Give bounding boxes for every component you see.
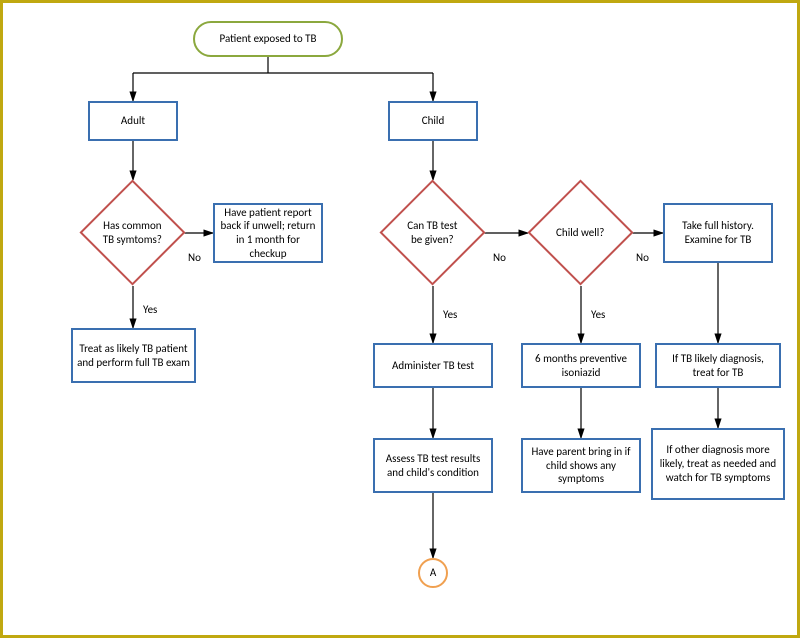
edge-label-yes-3: Yes <box>591 308 605 321</box>
administer-process: Administer TB test <box>373 343 493 388</box>
edge-label-yes-2: Yes <box>443 308 457 321</box>
edge-label-no-3: No <box>636 251 649 264</box>
other-diagnosis-process: If other diagnosis more likely, treat as… <box>651 428 785 500</box>
treat-adult-process: Treat as likely TB patient and perform f… <box>71 328 196 383</box>
treat-tb-process: If TB likely diagnosis, treat for TB <box>655 343 781 388</box>
tb-test-decision: Can TB test be given? <box>379 179 485 285</box>
symptoms-decision-label: Has common TB symtoms? <box>101 219 164 247</box>
flowchart-canvas: Patient exposed to TB Adult Child Has co… <box>0 0 800 638</box>
child-process: Child <box>388 101 478 141</box>
take-history-process: Take full history. Examine for TB <box>663 203 773 263</box>
report-back-process: Have patient report back if unwell; retu… <box>213 203 323 263</box>
symptoms-decision: Has common TB symtoms? <box>79 179 185 285</box>
parent-bring-process: Have parent bring in if child shows any … <box>521 438 641 493</box>
tb-test-decision-label: Can TB test be given? <box>401 219 464 247</box>
child-well-decision: Child well? <box>527 179 633 285</box>
adult-process: Adult <box>88 101 178 141</box>
edge-label-no-2: No <box>493 251 506 264</box>
preventive-process: 6 months preventive isoniazid <box>521 343 641 388</box>
child-well-decision-label: Child well? <box>549 226 612 240</box>
connector-a: A <box>418 558 448 588</box>
assess-process: Assess TB test results and child's condi… <box>373 438 493 493</box>
start-terminator: Patient exposed to TB <box>193 21 343 57</box>
edge-label-no-1: No <box>188 251 201 264</box>
edge-label-yes-1: Yes <box>143 303 157 316</box>
arrow-layer <box>3 3 800 641</box>
